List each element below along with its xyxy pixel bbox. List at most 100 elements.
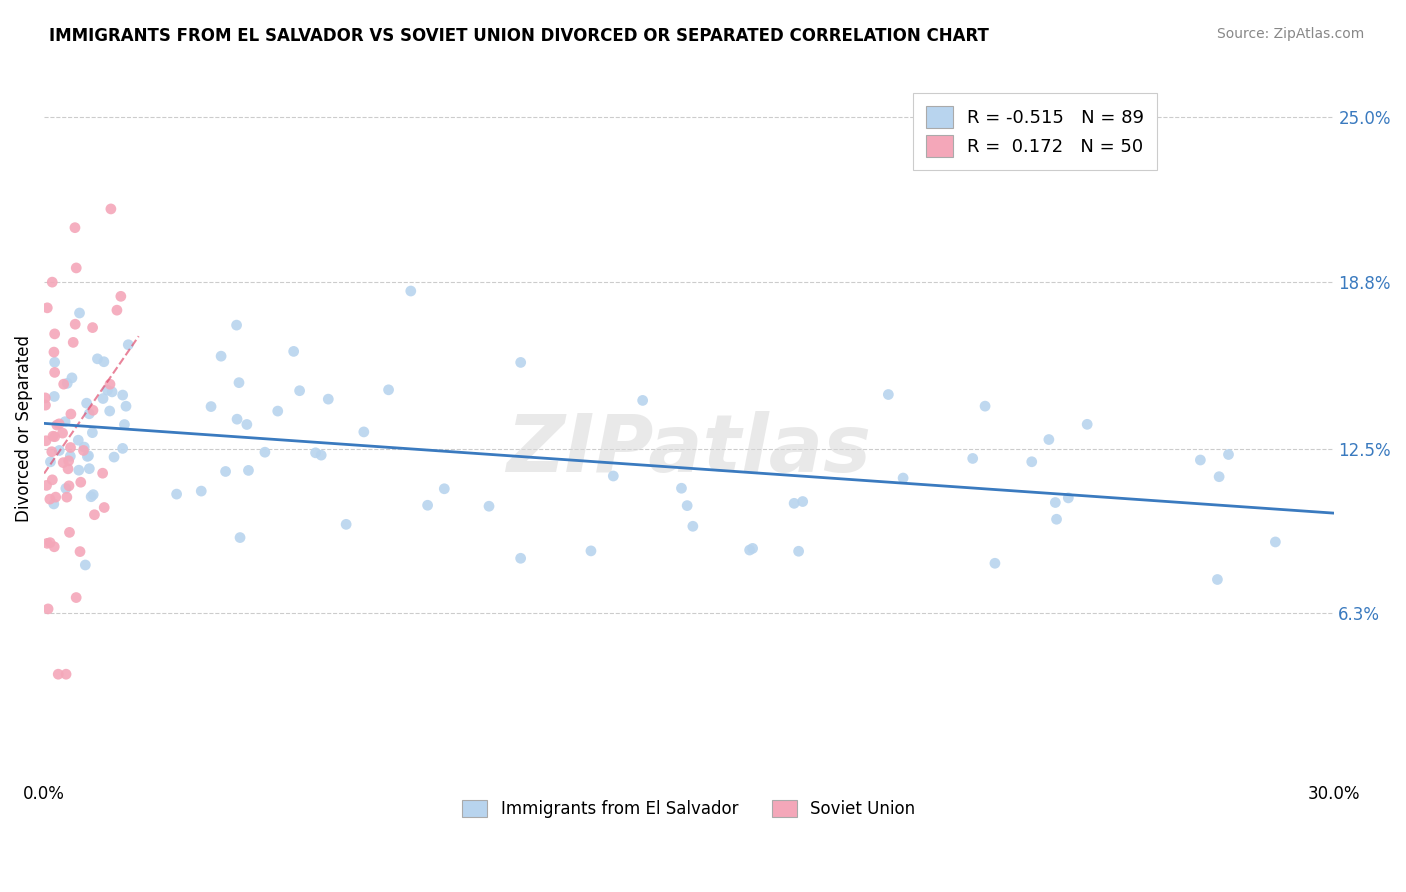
Point [42,497,65,511]
Point [35,434,58,448]
Point [738,543,761,558]
Point [93,355,115,369]
Point [42,429,65,443]
Point [671,481,693,495]
Point [117,337,139,351]
Point [69,306,91,320]
Point [1021,455,1043,469]
Point [984,556,1007,570]
Point [45,490,67,504]
Point [46,667,69,681]
Point [101,384,124,399]
Point [82,488,104,502]
Point [59,449,82,463]
Point [267,404,290,418]
Point [190,484,212,499]
Point [44,430,66,444]
Point [48,417,70,431]
Point [45,418,67,433]
Point [229,531,252,545]
Point [416,498,439,512]
Point [283,344,305,359]
Point [44,365,66,379]
Point [63,220,86,235]
Point [44,540,66,554]
Point [478,500,501,514]
Point [65,591,87,605]
Point [115,399,138,413]
Point [238,463,260,477]
Point [110,289,132,303]
Point [44,355,66,369]
Point [82,403,104,417]
Point [105,303,128,318]
Point [53,415,76,429]
Point [1264,535,1286,549]
Y-axis label: Divorced or Separated: Divorced or Separated [15,335,32,523]
Point [44,389,66,403]
Point [602,469,624,483]
Point [111,442,134,456]
Point [93,500,115,515]
Point [792,494,814,508]
Text: ZIPatlas: ZIPatlas [506,411,872,489]
Legend: Immigrants from El Salvador, Soviet Union: Immigrants from El Salvador, Soviet Unio… [456,793,922,825]
Point [1045,512,1067,526]
Point [79,461,101,475]
Point [41,275,63,289]
Point [75,558,97,572]
Point [39,535,62,549]
Point [56,490,79,504]
Text: IMMIGRANTS FROM EL SALVADOR VS SOVIET UNION DIVORCED OR SEPARATED CORRELATION CH: IMMIGRANTS FROM EL SALVADOR VS SOVIET UN… [49,27,988,45]
Point [34,398,56,412]
Point [877,387,900,401]
Point [253,445,276,459]
Point [1189,453,1212,467]
Point [39,455,62,469]
Point [682,519,704,533]
Point [1057,491,1080,505]
Point [59,407,82,421]
Point [236,417,259,432]
Point [77,449,100,463]
Point [1076,417,1098,432]
Point [891,471,914,485]
Point [209,349,232,363]
Point [91,467,114,481]
Point [77,407,100,421]
Point [83,508,105,522]
Point [98,377,121,392]
Point [41,444,63,458]
Point [114,417,136,432]
Point [316,392,339,406]
Point [37,602,59,616]
Point [309,448,332,462]
Point [226,412,249,426]
Point [783,496,806,510]
Point [509,551,531,566]
Point [60,371,83,385]
Point [76,450,98,464]
Point [80,490,103,504]
Point [63,317,86,331]
Point [1208,469,1230,483]
Point [200,400,222,414]
Point [41,473,63,487]
Point [55,482,77,496]
Point [37,536,59,550]
Point [377,383,399,397]
Point [51,426,73,441]
Point [100,202,122,216]
Point [166,487,188,501]
Point [1206,573,1229,587]
Point [76,396,98,410]
Point [48,443,70,458]
Point [35,478,58,492]
Point [1038,433,1060,447]
Point [65,260,87,275]
Point [42,345,65,359]
Point [353,425,375,439]
Point [56,376,79,391]
Point [56,462,79,476]
Point [52,456,75,470]
